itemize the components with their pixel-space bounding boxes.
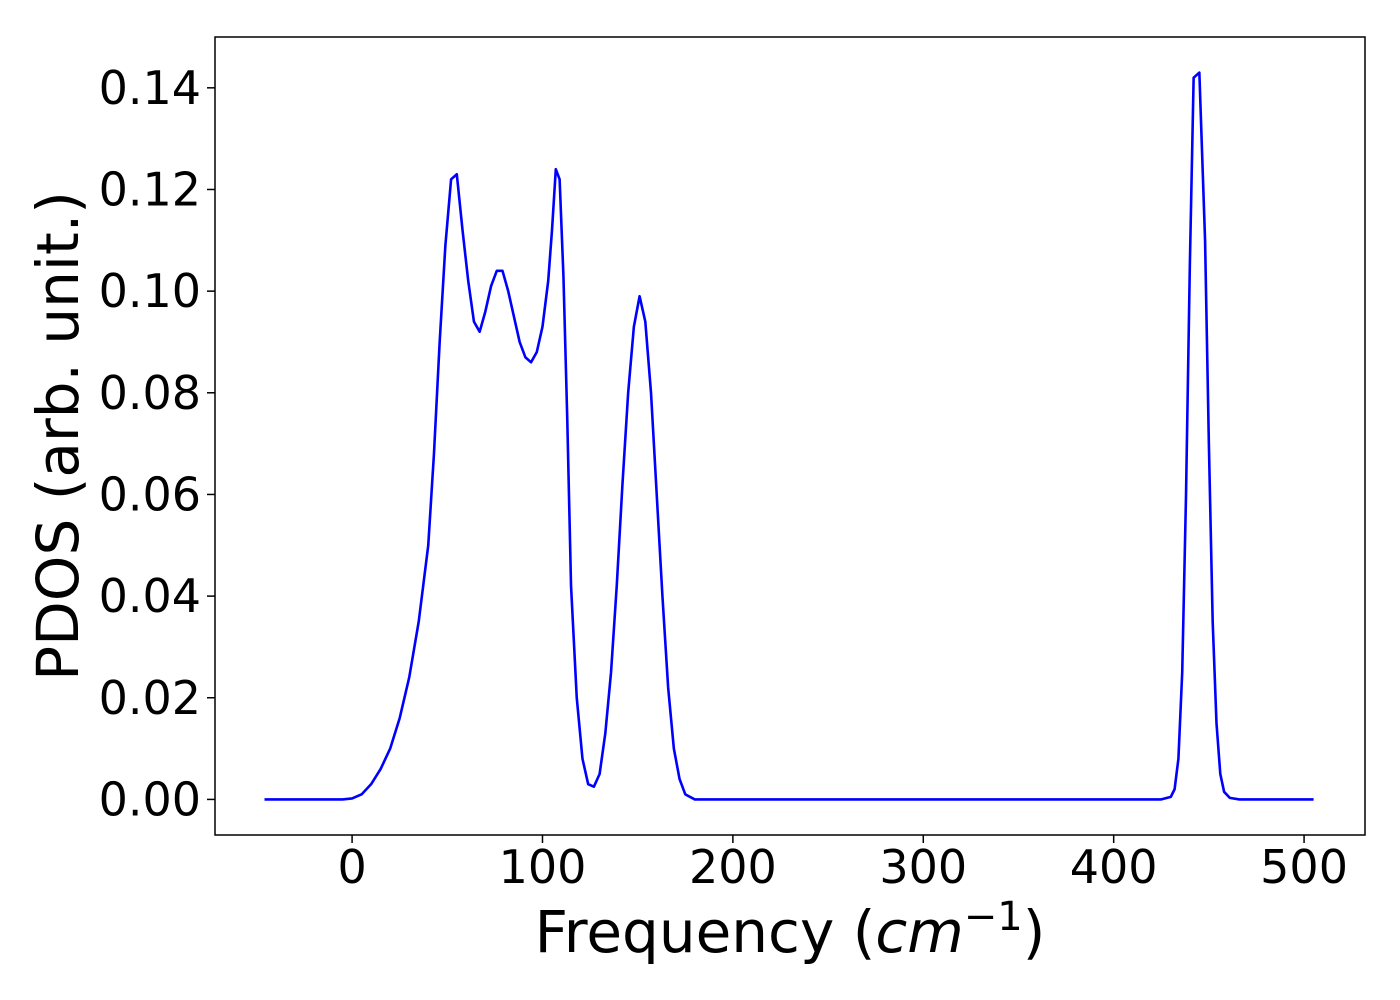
y-axis-ticks: 0.00 0.02 0.04 0.06 0.08 0.10 0.12 0.14 (99, 61, 215, 826)
plot-frame (214, 36, 1366, 836)
x-tick-label: 300 (879, 840, 967, 894)
y-tick-label: 0.08 (99, 366, 201, 420)
x-tick-label: 0 (337, 840, 366, 894)
x-tick-label: 100 (499, 840, 587, 894)
x-axis-label: Frequency (cm−1) (535, 894, 1046, 966)
y-tick-label: 0.14 (99, 61, 201, 115)
x-tick-label: 400 (1070, 840, 1158, 894)
y-tick-label: 0.02 (99, 671, 201, 725)
series-layer (264, 71, 1314, 801)
y-tick-label: 0.10 (99, 264, 201, 318)
y-tick-label: 0.06 (99, 467, 201, 521)
pdos-series-line (264, 71, 1314, 801)
x-tick-label: 200 (689, 840, 777, 894)
y-tick-label: 0.04 (99, 569, 201, 623)
y-axis-label: PDOS (arb. unit.) (24, 191, 92, 681)
y-tick-label: 0.00 (99, 772, 201, 826)
x-tick-label: 500 (1260, 840, 1348, 894)
x-axis-ticks: 0 100 200 300 400 500 (337, 835, 1348, 894)
y-tick-label: 0.12 (99, 162, 201, 216)
